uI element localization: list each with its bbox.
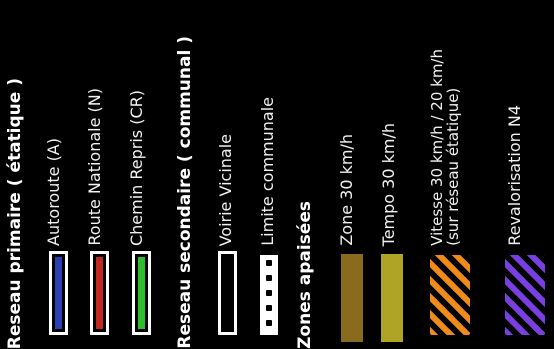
legend-swatch-zone-30 xyxy=(341,254,363,342)
swatch-fill xyxy=(96,257,103,329)
legend-label-vitesse-30-20: Vitesse 30 km/h / 20 km/h (sur réseau ét… xyxy=(428,49,462,246)
legend-label-tempo-30: Tempo 30 km/h xyxy=(379,122,398,246)
legend-label-limite-communale: Limite communale xyxy=(258,97,277,246)
legend-swatch-autoroute xyxy=(49,251,68,335)
legend-swatch-voirie-vicinale xyxy=(218,251,237,335)
legend-label-autoroute: Autoroute (A) xyxy=(44,138,63,246)
legend-label-chemin-repris: Chemin Repris (CR) xyxy=(127,89,146,246)
swatch-fill xyxy=(138,257,145,329)
swatch-fill xyxy=(55,257,62,329)
legend-label-zone-30: Zone 30 km/h xyxy=(337,134,356,246)
legend-swatch-vitesse-30-20 xyxy=(430,255,470,335)
legend-swatch-revalorisation-n4 xyxy=(505,255,545,335)
legend-swatch-limite-communale xyxy=(260,255,278,335)
legend-label-voirie-vicinale: Voirie Vicinale xyxy=(216,133,235,246)
legend-label-vitesse-line2: (sur réseau étatique) xyxy=(443,87,462,246)
legend-label-route-nationale: Route Nationale (N) xyxy=(85,88,104,246)
legend-heading-secondary: Reseau secondaire ( communal ) xyxy=(175,36,195,349)
swatch-fill xyxy=(224,257,231,329)
legend-swatch-tempo-30 xyxy=(381,254,403,342)
legend-label-revalorisation-n4: Revalorisation N4 xyxy=(505,105,524,246)
legend-heading-zones: Zones apaisées xyxy=(295,201,315,349)
legend-swatch-route-nationale xyxy=(90,251,109,335)
legend-swatch-chemin-repris xyxy=(132,251,151,335)
legend-heading-primary: Reseau primaire ( étatique ) xyxy=(5,77,25,349)
